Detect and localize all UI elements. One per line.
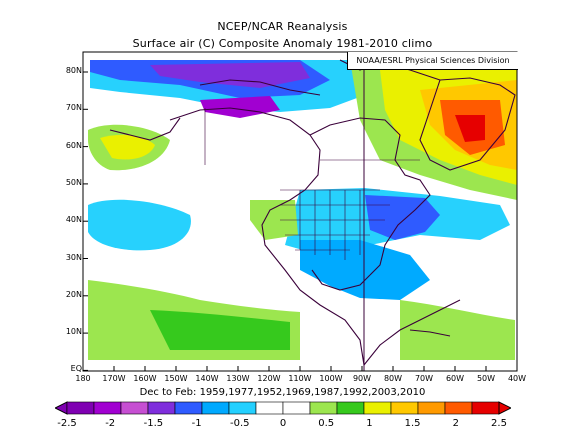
mexico-gulf-cool-region: [300, 240, 430, 300]
greenland-hot-core: [455, 115, 485, 142]
colorbar-label: 2: [452, 418, 459, 429]
credit-label: NOAA/ESRL Physical Sciences Division: [347, 52, 518, 70]
state-borders: [204, 108, 420, 260]
longitude-label: 170W: [102, 374, 126, 383]
colorbar-label: 1.5: [404, 418, 421, 429]
colorbar-label: -1: [191, 418, 202, 429]
latitude-label: 10N: [65, 327, 82, 337]
longitude-label: 120W: [257, 374, 281, 383]
latitude-label: 30N: [65, 252, 82, 262]
longitude-label: 130W: [226, 374, 250, 383]
colorbar-swatch: [363, 401, 392, 415]
colorbar-swatch: [201, 401, 230, 415]
tropical-pacific-warm-core: [150, 310, 290, 350]
tropical-atlantic-warm-band: [400, 300, 515, 360]
composite-caption: Dec to Feb: 1959,1977,1952,1969,1987,199…: [139, 387, 426, 398]
colorbar-swatch: [174, 401, 203, 415]
map-title: NCEP/NCAR Reanalysis: [217, 20, 348, 33]
axis-ticks: [82, 71, 518, 371]
longitude-label: 160W: [133, 374, 157, 383]
colorbar-swatch: [309, 401, 338, 415]
longitude-label: 150W: [164, 374, 188, 383]
longitude-label: 50W: [476, 374, 496, 383]
colorbar-swatch: [417, 401, 446, 415]
latitude-label: 70N: [65, 103, 82, 113]
longitude-label: 100W: [319, 374, 343, 383]
colorbar-label: -2.5: [57, 418, 77, 429]
east-us-cold-region: [365, 195, 440, 240]
longitude-label: 70W: [414, 374, 434, 383]
latitude-label: EQ: [70, 364, 82, 374]
colorbar-swatch: [93, 401, 122, 415]
latitude-label: 40N: [65, 215, 82, 225]
map-subtitle: Surface air (C) Composite Anomaly 1981-2…: [132, 37, 433, 50]
gulf-of-alaska-warm-core: [100, 134, 155, 160]
colorbar-label: -2: [105, 418, 116, 429]
latitude-label: 60N: [65, 140, 82, 150]
longitude-label: 110W: [288, 374, 312, 383]
longitude-label: 90W: [352, 374, 372, 383]
colorbar-swatch: [444, 401, 473, 415]
colorbar-label: 0.5: [318, 418, 335, 429]
longitude-label: 60W: [445, 374, 465, 383]
colorbar-swatch: [471, 401, 500, 415]
latitude-label: 20N: [65, 289, 82, 299]
colorbar-swatch: [66, 401, 95, 415]
longitude-label: 40W: [507, 374, 527, 383]
longitude-label: 180: [75, 374, 91, 383]
colorbar-swatch: [282, 401, 311, 415]
colorbar-low-arrow: [55, 401, 68, 415]
colorbar-label: -0.5: [230, 418, 250, 429]
latitude-label: 80N: [65, 66, 82, 75]
colorbar-swatch: [336, 401, 365, 415]
colorbar-swatch: [390, 401, 419, 415]
map-plot-area: [83, 52, 517, 371]
colorbar-high-arrow: [498, 401, 511, 415]
colorbar-label: -1.5: [143, 418, 164, 429]
colorbar-swatch: [255, 401, 284, 415]
colorbar: [55, 401, 511, 415]
colorbar-swatch: [147, 401, 176, 415]
west-us-warm-region: [250, 200, 298, 240]
colorbar-swatch: [228, 401, 257, 415]
longitude-label: 80W: [383, 374, 403, 383]
pacific-cool-region: [88, 199, 191, 251]
colorbar-label: 1: [366, 418, 373, 429]
colorbar-label: 0: [279, 418, 287, 429]
colorbar-label: 2.5: [491, 418, 507, 429]
longitude-label: 140W: [195, 374, 219, 383]
latitude-label: 50N: [65, 177, 82, 187]
colorbar-swatch: [120, 401, 149, 415]
arctic-very-cold-belt: [150, 62, 310, 88]
